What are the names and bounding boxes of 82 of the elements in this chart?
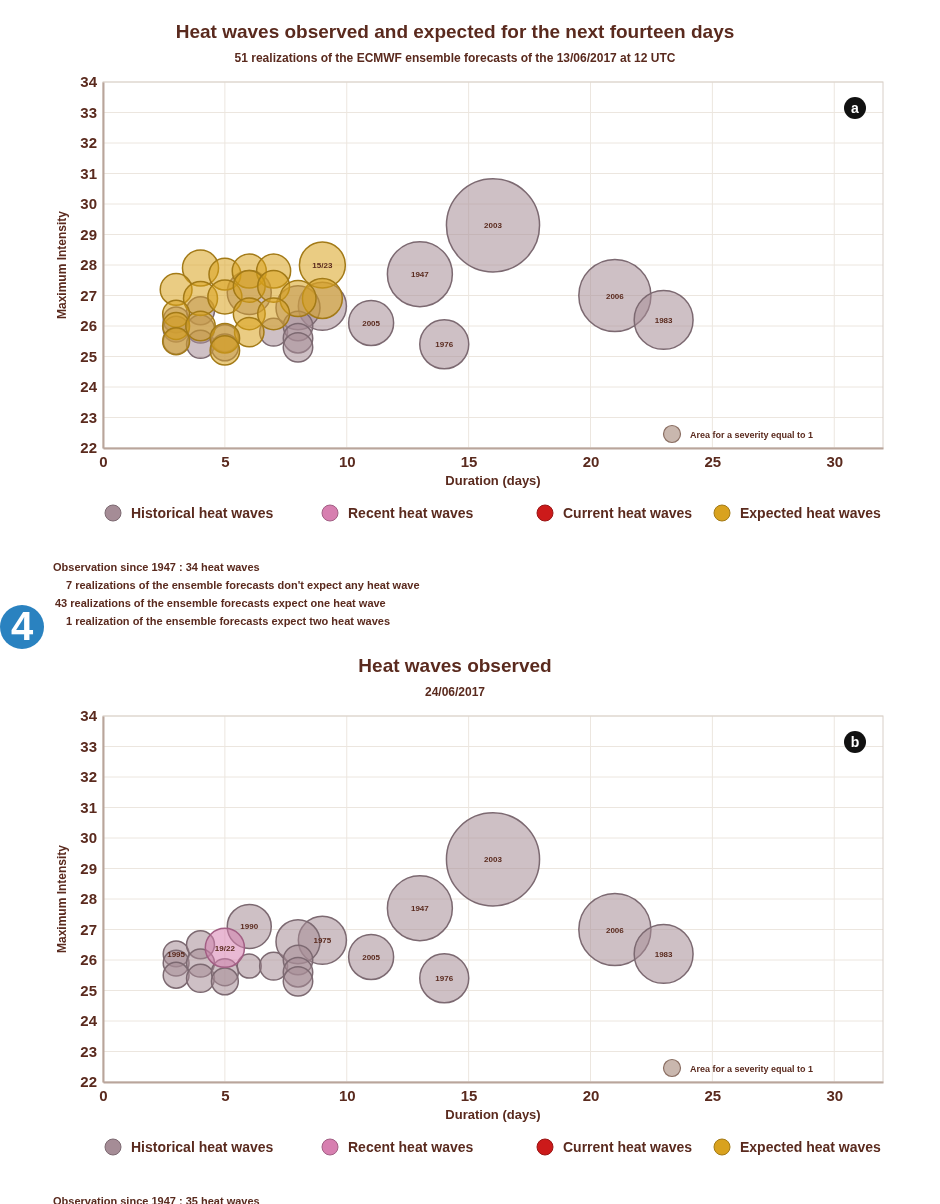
chart-subtitle: 24/06/2017 — [424, 685, 486, 699]
y-tick-label: 34 — [80, 73, 98, 91]
text: 7 realizations of the ensemble forecasts don't expect any heat wave — [66, 579, 420, 591]
text: 4 — [10, 604, 34, 648]
annotation: 2003 — [484, 855, 503, 865]
chart-subtitle: 51 realizations of the ECMWF ensemble forecasts of the 13/06/2017 at 12 UTC — [234, 51, 676, 65]
annotation: 19/22 — [214, 943, 236, 953]
x-axis-title: Duration (days) — [445, 473, 541, 488]
annotation: 1995 — [167, 949, 186, 959]
x-tick-label: 20 — [582, 452, 600, 470]
annotation: 1947 — [410, 904, 430, 914]
y-tick-label: 27 — [80, 286, 97, 304]
annotation: 1990 — [240, 922, 259, 932]
text: 43 realizations of the ensemble forecasts expect one heat wave — [55, 597, 386, 609]
y-tick-label: 26 — [80, 317, 97, 335]
annotation: 2005 — [362, 952, 381, 962]
annotation: 1976 — [435, 340, 454, 350]
y-tick-label: 33 — [80, 737, 97, 755]
legend-label: Historical heat waves — [131, 505, 274, 521]
annotation: 1947 — [410, 270, 430, 280]
x-tick-label: 10 — [338, 452, 356, 470]
annotation: 1983 — [654, 315, 674, 325]
annotation: 1983 — [654, 949, 674, 959]
legend-label: Recent heat waves — [348, 505, 474, 521]
y-tick-label: 24 — [80, 1012, 98, 1030]
y-tick-label: 30 — [80, 195, 97, 213]
y-tick-label: 22 — [80, 439, 97, 457]
y-tick-label: 24 — [80, 378, 98, 396]
annotation: a — [851, 100, 860, 116]
y-tick-label: 31 — [80, 798, 97, 816]
legend-label: Current heat waves — [563, 505, 693, 521]
annotation: 2003 — [484, 221, 503, 231]
legend-label: Expected heat waves — [740, 505, 882, 521]
x-tick-label: 15 — [460, 452, 478, 470]
annotation: 2005 — [362, 318, 381, 328]
legend-label: Area for a severity equal to 1 — [690, 430, 814, 440]
y-tick-label: 22 — [80, 1073, 97, 1091]
x-tick-label: 30 — [826, 1086, 844, 1104]
text: 1 realization of the ensemble forecasts expect two heat waves — [66, 615, 391, 627]
legend-label: Expected heat waves — [740, 1139, 882, 1155]
legend-label: Recent heat waves — [348, 1139, 474, 1155]
text: Observation since 1947 : 34 heat waves — [53, 561, 260, 573]
x-tick-label: 25 — [704, 452, 722, 470]
annotation: 15/23 — [312, 261, 333, 270]
y-tick-label: 28 — [80, 890, 97, 908]
chart-title: Heat waves observed — [358, 655, 552, 676]
y-tick-label: 31 — [80, 164, 97, 182]
y-axis-title: Maximum Intensity — [55, 210, 69, 320]
x-tick-label: 0 — [99, 452, 108, 470]
legend-label: Current heat waves — [563, 1139, 693, 1155]
y-tick-label: 34 — [80, 707, 98, 725]
x-axis-title: Duration (days) — [445, 1107, 541, 1122]
x-tick-label: 15 — [460, 1086, 478, 1104]
x-tick-label: 10 — [338, 1086, 356, 1104]
y-tick-label: 28 — [80, 256, 97, 274]
y-tick-label: 30 — [80, 829, 97, 847]
chart-title: Heat waves observed and expected for the next fourteen days — [175, 21, 735, 42]
x-tick-label: 5 — [221, 1086, 230, 1104]
x-tick-label: 0 — [99, 1086, 108, 1104]
legend-label: Area for a severity equal to 1 — [690, 1064, 814, 1074]
annotation: 1976 — [435, 974, 454, 984]
annotation: b — [850, 734, 860, 750]
x-tick-label: 20 — [582, 1086, 600, 1104]
y-tick-label: 27 — [80, 920, 97, 938]
x-tick-label: 30 — [826, 452, 844, 470]
annotation: 2006 — [605, 291, 625, 301]
y-tick-label: 32 — [80, 768, 97, 786]
y-tick-label: 29 — [80, 225, 97, 243]
y-tick-label: 25 — [80, 981, 97, 999]
y-tick-label: 23 — [80, 408, 97, 426]
annotation: 2006 — [605, 925, 625, 935]
y-axis-title: Maximum Intensity — [55, 844, 69, 954]
legend-label: Historical heat waves — [131, 1139, 274, 1155]
y-tick-label: 33 — [80, 103, 97, 121]
annotation: 1975 — [313, 936, 332, 946]
x-tick-label: 25 — [704, 1086, 722, 1104]
y-tick-label: 26 — [80, 951, 97, 969]
y-tick-label: 23 — [80, 1042, 97, 1060]
y-tick-label: 25 — [80, 347, 97, 365]
y-tick-label: 32 — [80, 134, 97, 152]
y-tick-label: 29 — [80, 859, 97, 877]
x-tick-label: 5 — [221, 452, 230, 470]
